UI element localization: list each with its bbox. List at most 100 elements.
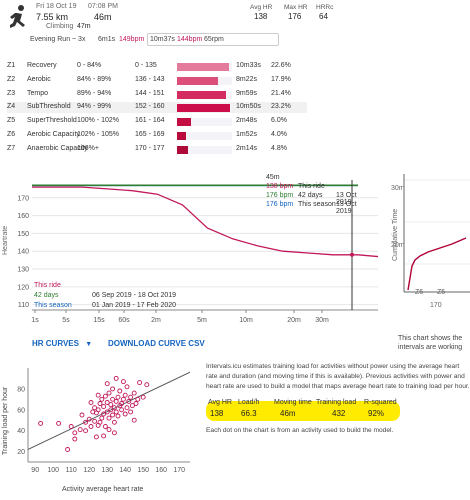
climbing-value: 47m: [77, 23, 91, 30]
zone-bar: [177, 132, 186, 140]
scatter-point: [131, 417, 137, 423]
scatter-point: [122, 411, 128, 417]
scatter-point: [129, 403, 135, 409]
scatter-point: [106, 427, 112, 433]
scatter-point: [110, 412, 116, 418]
scatter-point: [115, 413, 121, 419]
metric-label-r-squared: R-squared: [364, 399, 397, 406]
tooltip-season-label: This season: [298, 201, 336, 208]
zone-id: Z4: [7, 103, 16, 111]
interval2-chip[interactable]: [147, 33, 279, 46]
hr-curves-dropdown[interactable]: HR CURVES ▼: [32, 339, 92, 348]
avg-hr-label: Avg HR: [250, 4, 273, 11]
scatter-point: [140, 394, 146, 400]
x-tick-label: 100: [47, 467, 59, 474]
y-tick-label: 120: [17, 284, 29, 291]
scatter-point: [113, 375, 119, 381]
zone-name: SuperThreshold: [27, 117, 77, 125]
zone-bar-track: [218, 76, 232, 85]
tooltip-season-bpm: 176 bpm: [266, 201, 294, 208]
climbing-label: Climbing: [46, 23, 74, 30]
zone-bar-track: [226, 90, 232, 99]
metric-value-avg-hr: 138: [210, 409, 224, 418]
activity-title: Evening Run ~ 3x: [30, 36, 86, 43]
svg-text:30m: 30m: [391, 185, 405, 192]
zone-percent: 89% - 94%: [77, 89, 112, 97]
zone-name: Anaerobic Capacity: [27, 144, 88, 152]
y-tick-label: 40: [17, 428, 25, 435]
zone-row: Z6 Aerobic Capacity 102% - 105% 165 - 169 1m…: [7, 130, 307, 141]
scatter-point: [111, 419, 117, 425]
scatter-point: [128, 394, 134, 400]
hr-curve-chart[interactable]: 110 120 130 140 150 160 170 1s 5s 15s 60s 2m 5m 10m 20…: [10, 172, 385, 332]
x-tick-label: 120: [83, 467, 95, 474]
scatter-point: [144, 382, 150, 388]
x-tick-label: 2m: [151, 317, 161, 324]
scatter-point: [101, 411, 107, 417]
interval2-rpm: 65rpm: [204, 36, 224, 43]
zone-percent: 100% - 102%: [77, 117, 120, 125]
scatter-point: [115, 394, 121, 400]
scatter-point: [104, 381, 110, 387]
hrrc-label: HRRc: [316, 4, 334, 11]
cumulative-time-chart: 30m 20m 170 Z6 Z5: [391, 174, 470, 309]
scatter-point: [110, 396, 116, 402]
metric-label-training-load: Training load: [316, 399, 357, 406]
activity-duration: 46m: [94, 12, 112, 22]
scatter-point: [95, 392, 101, 398]
tooltip-season-date: 13 Oct 2019: [336, 201, 357, 215]
download-curve-csv-button[interactable]: DOWNLOAD CURVE CSV: [108, 339, 205, 348]
zone-share: 17.9%: [271, 75, 291, 83]
zone-bar-track: [230, 104, 232, 113]
load-scatter-chart[interactable]: 20 40 60 80 90 100 110 120 130 140 150 160 170: [14, 364, 194, 484]
zone-bar: [177, 145, 188, 154]
zone-name: SubThreshold: [27, 103, 71, 111]
metric-value-load-h: 66.3: [241, 409, 257, 418]
zone-id: Z6: [7, 131, 16, 138]
scatter-point: [108, 402, 114, 408]
zone-bar-track: [191, 118, 232, 127]
legend-42-days: 42 days: [34, 292, 59, 299]
hr-curves-label: HR CURVES: [32, 339, 79, 348]
zone-bpm: 152 - 160: [135, 103, 165, 111]
scatter-point: [111, 405, 117, 411]
hr-curve-tooltip: 45m 138 bpm This ride 176 bpm 42 days 13…: [262, 174, 368, 216]
zone-bar: [177, 118, 191, 127]
zone-percent: 0 - 84%: [77, 62, 102, 69]
scatter-point: [131, 390, 137, 396]
tooltip-42days-label: 42 days: [298, 192, 323, 199]
zone-bar: [177, 90, 226, 99]
zone-row: Z7 Anaerobic Capacity 106%+ 170 - 177 2m14s 4…: [7, 144, 307, 155]
zone-bpm: 161 - 164: [135, 117, 165, 125]
metric-label-moving-time: Moving time: [274, 399, 312, 406]
scatter-point: [106, 415, 112, 421]
scatter-point: [38, 420, 44, 426]
scatter-point: [128, 409, 134, 415]
scatter-point: [108, 407, 114, 413]
cumulative-time-panel: 30m 20m 170 Z6 Z5 Cumulative Time This c…: [388, 166, 470, 356]
x-tick-label: 20m: [287, 317, 301, 324]
zone-time: 10m50s: [236, 103, 261, 111]
scatter-point: [65, 447, 71, 452]
hr-curve-ylabel: Heartrate: [2, 225, 9, 255]
zone-bpm: 170 - 177: [135, 144, 165, 152]
scatter-point: [117, 388, 123, 394]
zone-id: Z2: [7, 75, 16, 83]
scatter-point: [120, 379, 126, 385]
zone-time: 1m52s: [236, 131, 258, 138]
y-tick-label: 60: [17, 407, 25, 414]
chevron-down-icon: ▼: [85, 341, 93, 348]
scatter-point: [133, 401, 139, 406]
x-tick-label: 110: [66, 467, 77, 474]
zone-row: Z1 Recovery 0 - 84% 0 - 135 10m33s 22.6%: [7, 61, 307, 72]
interval2-hr: 144bpm: [177, 36, 203, 43]
load-description: Intervals.icu estimates training load fo…: [206, 363, 470, 390]
zone-bpm: 136 - 143: [135, 75, 165, 83]
scatter-point: [101, 433, 107, 439]
activity-distance: 7.55 km: [36, 12, 69, 22]
zone-name: Aerobic: [27, 75, 51, 83]
zone-id: Z3: [7, 89, 16, 97]
series-line: [32, 186, 358, 256]
zone-bar: [177, 104, 230, 113]
y-tick-label: 140: [17, 249, 29, 256]
